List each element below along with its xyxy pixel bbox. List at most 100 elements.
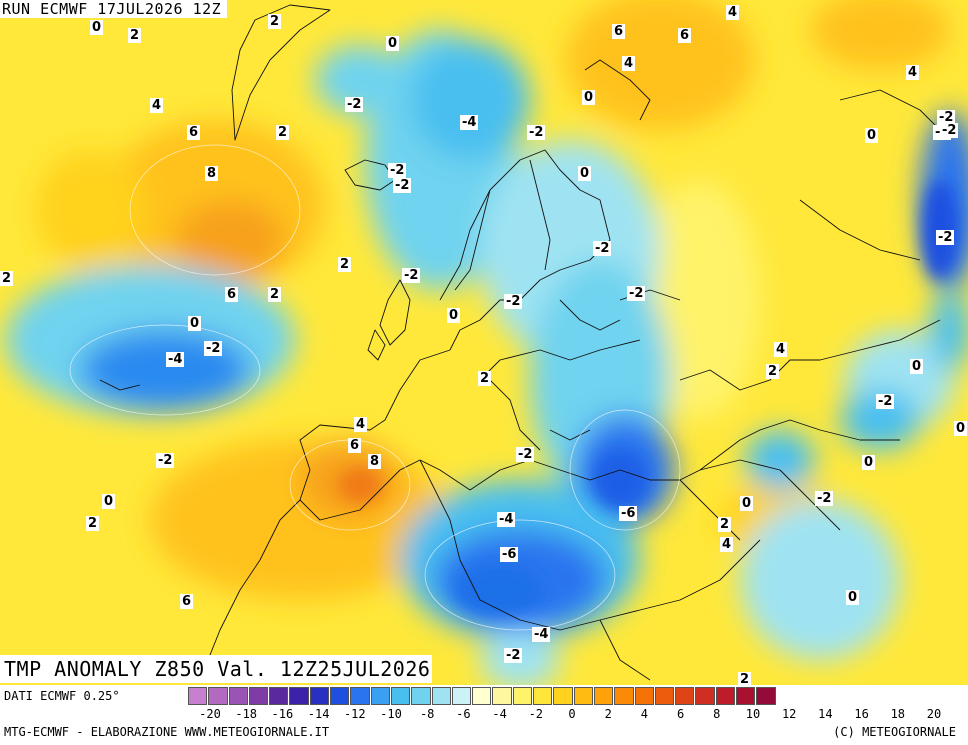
legend-tick-label: 4 xyxy=(640,707,649,721)
legend-swatch xyxy=(188,687,208,705)
data-source: DATI ECMWF 0.25° xyxy=(4,689,120,703)
credit-left: MTG-ECMWF - ELABORAZIONE WWW.METEOGIORNA… xyxy=(4,725,330,739)
temperature-anomaly-map xyxy=(0,0,968,685)
contour-label: -4 xyxy=(166,352,185,367)
legend-tick-label: -4 xyxy=(492,707,507,721)
legend-tick-label: -18 xyxy=(235,707,258,721)
legend-swatch xyxy=(330,687,350,705)
legend-swatch xyxy=(736,687,756,705)
legend-swatch xyxy=(411,687,431,705)
legend-tick-label: -10 xyxy=(380,707,402,721)
contour-label: 6 xyxy=(348,438,362,453)
legend-swatch xyxy=(573,687,593,705)
credit-right: (C) METEOGIORNALE xyxy=(833,725,956,739)
legend-ticks: -20 -18 -16 -14 -12 -10 -8 -6 -4 -2 0 2 4 6 8 10 12 14 16 1… xyxy=(188,707,968,723)
legend-tick-label: -12 xyxy=(343,707,366,721)
legend-swatch xyxy=(309,687,330,705)
contour-label: 0 xyxy=(188,316,202,331)
legend-swatch xyxy=(512,687,533,705)
legend-swatch xyxy=(695,687,715,705)
contour-label: 2 xyxy=(718,517,732,532)
contour-label: -2 xyxy=(345,97,364,112)
legend-swatch xyxy=(634,687,654,705)
contour-label: 2 xyxy=(0,271,14,286)
legend-tick-label: -8 xyxy=(419,707,435,721)
contour-label: 0 xyxy=(954,421,968,436)
contour-label: 2 xyxy=(128,28,142,43)
contour-label: -6 xyxy=(500,547,519,562)
legend-tick-label: -20 xyxy=(199,707,221,721)
contour-label: 2 xyxy=(478,371,492,386)
legend-swatch xyxy=(492,687,512,705)
contour-label: 6 xyxy=(678,28,692,43)
contour-label: 2 xyxy=(738,672,752,687)
contour-label: 0 xyxy=(865,128,879,143)
legend-swatch xyxy=(715,687,736,705)
contour-label: 6 xyxy=(187,125,201,140)
legend-swatch xyxy=(248,687,269,705)
contour-label: -2 xyxy=(156,453,175,468)
legend-swatch xyxy=(593,687,614,705)
contour-label: -2 xyxy=(940,123,959,138)
contour-label: 0 xyxy=(910,359,924,374)
contour-label: 0 xyxy=(582,90,596,105)
contour-label: 2 xyxy=(338,257,352,272)
legend-swatch xyxy=(431,687,451,705)
legend-tick-label: 2 xyxy=(604,707,612,721)
contour-label: -2 xyxy=(937,110,956,125)
legend-tick-label: -2 xyxy=(528,707,544,721)
contour-label: 0 xyxy=(740,496,754,511)
contour-label: -2 xyxy=(393,178,412,193)
legend-tick-label: 10 xyxy=(745,707,761,721)
contour-label: 4 xyxy=(354,417,368,432)
map-title: TMP ANOMALY Z850 Val. 12Z25JUL2026 xyxy=(0,655,433,683)
contour-label: 6 xyxy=(612,24,626,39)
contour-label: -2 xyxy=(516,447,535,462)
contour-label: -2 xyxy=(402,268,421,283)
legend-tick-label: 16 xyxy=(854,707,869,721)
legend: DATI ECMWF 0.25° -20 -18 -16 -14 -12 -10 -8 -6-… xyxy=(0,685,968,745)
contour-label: 4 xyxy=(720,537,734,552)
contour-label: -4 xyxy=(460,115,479,130)
contour-label: 4 xyxy=(622,56,636,71)
contour-label: -4 xyxy=(497,512,516,527)
legend-tick-label: -6 xyxy=(456,707,471,721)
legend-tick-label: 18 xyxy=(890,707,906,721)
contour-label: 2 xyxy=(268,14,282,29)
map-canvas xyxy=(0,0,968,685)
contour-label: -2 xyxy=(504,648,523,663)
contour-label: 8 xyxy=(205,166,219,181)
legend-swatch xyxy=(675,687,695,705)
legend-swatch xyxy=(208,687,228,705)
contour-label: 0 xyxy=(386,36,400,51)
legend-swatch xyxy=(269,687,289,705)
run-label: RUN ECMWF 17JUL2026 12Z xyxy=(0,0,228,18)
contour-label: 4 xyxy=(774,342,788,357)
contour-label: 8 xyxy=(368,454,382,469)
contour-label: 2 xyxy=(268,287,282,302)
legend-tick-label: 0 xyxy=(568,707,576,721)
contour-label: 0 xyxy=(846,590,860,605)
legend-tick-label: 6 xyxy=(676,707,685,721)
legend-swatch xyxy=(289,687,309,705)
legend-swatch xyxy=(370,687,390,705)
contour-label: -2 xyxy=(627,286,646,301)
contour-label: -2 xyxy=(593,241,612,256)
legend-tick-label: 12 xyxy=(781,707,797,721)
contour-label: -2 xyxy=(504,294,523,309)
legend-swatch xyxy=(451,687,472,705)
contour-label: 4 xyxy=(150,98,164,113)
legend-swatch xyxy=(654,687,675,705)
legend-swatch xyxy=(228,687,248,705)
contour-label: -2 xyxy=(936,230,955,245)
contour-label: -2 xyxy=(815,491,834,506)
contour-label: 6 xyxy=(225,287,239,302)
legend-color-bar xyxy=(188,687,777,705)
legend-tick-label: -16 xyxy=(271,707,294,721)
contour-label: 0 xyxy=(862,455,876,470)
legend-swatch xyxy=(614,687,634,705)
contour-label: 4 xyxy=(906,65,920,80)
legend-swatch xyxy=(756,687,776,705)
contour-label: -6 xyxy=(619,506,638,521)
contour-label: 0 xyxy=(447,308,461,323)
